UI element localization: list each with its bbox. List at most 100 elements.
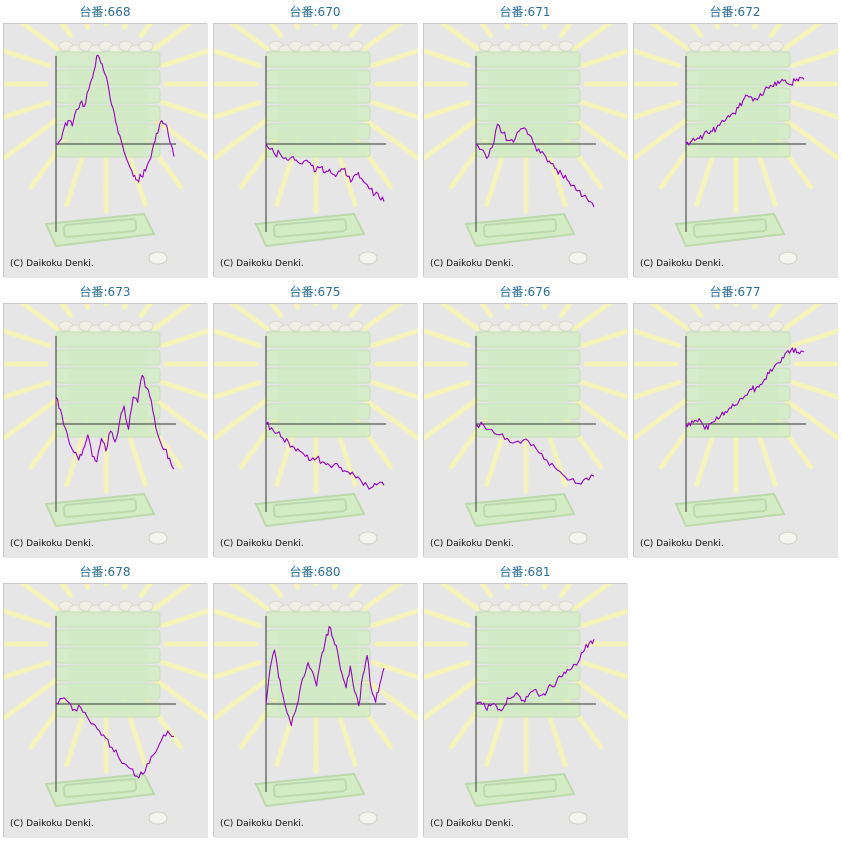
chart-title[interactable]: 台番:676: [499, 285, 551, 299]
ray: [572, 24, 613, 52]
background-illustration: [214, 24, 418, 278]
ray: [59, 304, 74, 318]
copyright-text: (C) Daikoku Denki.: [10, 259, 94, 269]
bottom-tray-decoration: [254, 772, 366, 808]
ray: [572, 116, 628, 162]
ray: [689, 304, 704, 318]
series-line: [475, 639, 595, 712]
machine-body-decoration: [698, 344, 778, 434]
ray: [4, 100, 52, 120]
chart-cell: 台番:678 (C) Daikoku Denki.: [0, 560, 210, 838]
chart-title[interactable]: 台番:671: [499, 5, 551, 19]
ray: [572, 584, 613, 612]
bottom-tray-decoration: [464, 772, 576, 808]
ray: [370, 328, 418, 348]
ray: [424, 380, 472, 400]
machine-body-decoration: [278, 624, 358, 714]
coin-decoration: [348, 600, 364, 612]
coin-decoration: [768, 40, 784, 52]
chart-title[interactable]: 台番:672: [709, 5, 761, 19]
chart-cell: 台番:672 (C) Daikoku Denki.: [630, 0, 840, 278]
bottom-tray-decoration: [674, 492, 786, 528]
bottom-tray-inner: [62, 778, 138, 798]
ray: [572, 396, 628, 442]
ray: [348, 584, 363, 598]
ray: [160, 660, 208, 680]
chart-title[interactable]: 台番:673: [79, 285, 131, 299]
ray: [362, 304, 403, 332]
chart-title[interactable]: 台番:670: [289, 5, 341, 19]
copyright-text: (C) Daikoku Denki.: [640, 259, 724, 269]
ray: [370, 100, 418, 120]
copyright-text: (C) Daikoku Denki.: [430, 539, 514, 549]
copyright-text: (C) Daikoku Denki.: [430, 819, 514, 829]
ray: [160, 608, 208, 628]
chart-title[interactable]: 台番:675: [289, 285, 341, 299]
chart-panel: (C) Daikoku Denki.: [633, 303, 838, 558]
chart-panel: (C) Daikoku Denki.: [213, 303, 418, 558]
bottom-tray-decoration: [44, 772, 156, 808]
background-illustration: [634, 24, 838, 278]
chart-title[interactable]: 台番:681: [499, 565, 551, 579]
ray: [558, 304, 573, 318]
chart-cell: 台番:670 (C) Daikoku Denki.: [210, 0, 420, 278]
coin-decoration: [138, 40, 154, 52]
ray: [782, 116, 838, 162]
ray: [572, 676, 628, 722]
bottom-tray-inner: [482, 218, 558, 238]
chart-panel: (C) Daikoku Denki.: [3, 23, 208, 278]
ray: [362, 24, 403, 52]
ray: [634, 100, 682, 120]
ray: [424, 328, 472, 348]
ray: [152, 396, 208, 442]
chart-title[interactable]: 台番:677: [709, 285, 761, 299]
bottom-tray-inner: [692, 218, 768, 238]
ray: [214, 660, 262, 680]
copyright-text: (C) Daikoku Denki.: [10, 539, 94, 549]
ray: [572, 304, 613, 332]
coin-decoration: [768, 320, 784, 332]
ray: [214, 328, 262, 348]
ray: [580, 608, 628, 628]
ray: [229, 584, 270, 612]
chart-title[interactable]: 台番:680: [289, 565, 341, 579]
ray: [4, 396, 60, 442]
chart-svg: [4, 304, 208, 558]
series-line: [265, 626, 385, 727]
background-illustration: [214, 584, 418, 838]
copyright-text: (C) Daikoku Denki.: [220, 259, 304, 269]
chart-svg: [634, 24, 838, 278]
chart-title[interactable]: 台番:678: [79, 565, 131, 579]
ray: [214, 100, 262, 120]
chart-title[interactable]: 台番:668: [79, 5, 131, 19]
ray: [362, 116, 418, 162]
bottom-tray-inner: [272, 778, 348, 798]
bottom-tray-inner: [62, 218, 138, 238]
ray: [424, 100, 472, 120]
series-line: [265, 421, 385, 490]
chart-panel: (C) Daikoku Denki.: [3, 303, 208, 558]
ray: [362, 584, 403, 612]
background-illustration: [4, 584, 208, 838]
series-line: [55, 697, 175, 779]
bottom-tray-inner: [482, 778, 558, 798]
ray: [790, 328, 838, 348]
chart-panel: (C) Daikoku Denki.: [3, 583, 208, 838]
bottom-tray-decoration: [44, 212, 156, 248]
background-illustration: [634, 304, 838, 558]
chart-panel: (C) Daikoku Denki.: [423, 583, 628, 838]
background-illustration: [4, 304, 208, 558]
bottom-tray-inner: [482, 498, 558, 518]
series-line: [475, 421, 595, 485]
ray: [4, 48, 52, 68]
ray: [790, 48, 838, 68]
ray: [768, 304, 783, 318]
ray: [634, 328, 682, 348]
ray: [439, 584, 480, 612]
coin-icon: [778, 531, 798, 545]
series-line: [55, 54, 175, 183]
ray: [160, 48, 208, 68]
bottom-tray-decoration: [254, 212, 366, 248]
coin-decoration: [348, 40, 364, 52]
chart-svg: [424, 584, 628, 838]
